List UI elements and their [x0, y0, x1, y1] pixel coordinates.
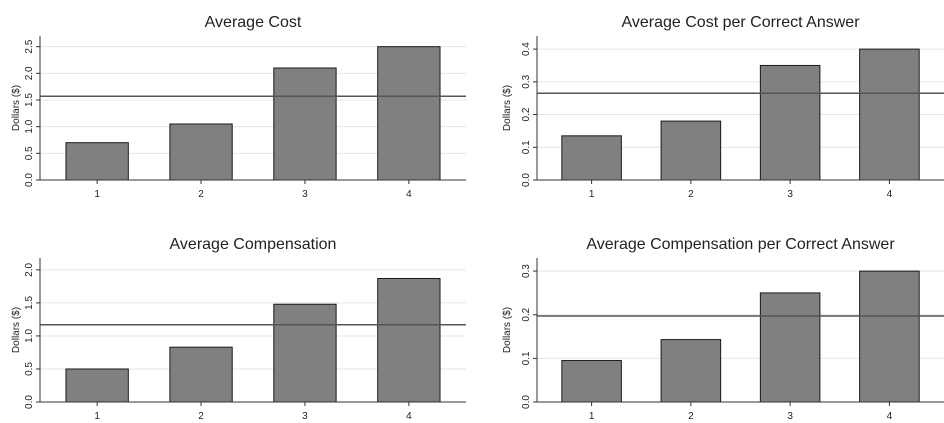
bar — [859, 48, 920, 181]
y-tick-label: 0.3 — [521, 74, 532, 88]
y-tick-label: 1.0 — [24, 119, 35, 133]
chart-title: Average Cost — [205, 14, 302, 31]
y-axis-label: Dollars ($) — [11, 307, 22, 353]
y-tick-label: 1.5 — [24, 93, 35, 107]
x-tick-label: 1 — [94, 411, 100, 422]
chart-panel-2: 0.0 0.1 0.2 0.3 0.4 1 2 3 4 Average Cost per Corr… — [502, 14, 944, 200]
bar — [561, 360, 622, 403]
x-tick-label: 2 — [198, 189, 204, 200]
x-tick-label: 3 — [302, 411, 308, 422]
x-tick-label: 3 — [787, 411, 793, 422]
y-tick-label: 0.1 — [521, 351, 532, 365]
chart-panel-4: 0.0 0.1 0.2 0.3 1 2 3 4 Average Compensation per… — [502, 236, 944, 422]
x-tick-label: 2 — [688, 189, 694, 200]
y-tick-label: 0.3 — [521, 264, 532, 278]
x-tick-label: 3 — [302, 189, 308, 200]
bar — [273, 303, 337, 403]
x-tick-label: 4 — [887, 411, 893, 422]
x-tick-label: 2 — [688, 411, 694, 422]
y-axis-label: Dollars ($) — [502, 85, 513, 131]
bar — [859, 270, 920, 403]
y-tick-label: 0.0 — [24, 395, 35, 409]
y-axis-label: Dollars ($) — [502, 307, 513, 353]
bar — [759, 292, 821, 403]
bar — [561, 135, 622, 181]
x-tick-label: 4 — [406, 411, 412, 422]
y-tick-label: 0.4 — [521, 42, 532, 56]
y-tick-label: 0.5 — [24, 362, 35, 376]
bar — [273, 67, 337, 181]
chart-panel-1: 0.0 0.5 1.0 1.5 2.0 2.5 1 2 3 4 Average Cost Dollar… — [11, 14, 466, 200]
y-tick-label: 0.0 — [521, 395, 532, 409]
chart-title: Average Compensation — [170, 236, 337, 253]
chart-title: Average Cost per Correct Answer — [621, 14, 860, 31]
bar — [169, 123, 233, 181]
x-tick-label: 2 — [198, 411, 204, 422]
bar — [65, 368, 129, 403]
x-tick-label: 1 — [589, 189, 595, 200]
y-tick-label: 0.2 — [521, 107, 532, 121]
y-tick-label: 0.0 — [521, 173, 532, 187]
x-tick-label: 4 — [406, 189, 412, 200]
y-tick-label: 1.5 — [24, 296, 35, 310]
bar — [759, 64, 821, 181]
bar — [65, 142, 129, 181]
chart-title: Average Compensation per Correct Answer — [586, 236, 895, 253]
bar — [660, 120, 722, 181]
x-tick-label: 3 — [787, 189, 793, 200]
bar — [377, 277, 441, 403]
y-tick-label: 0.1 — [521, 140, 532, 154]
y-tick-label: 1.0 — [24, 329, 35, 343]
bar — [169, 346, 233, 403]
x-tick-label: 1 — [589, 411, 595, 422]
bar — [377, 46, 441, 181]
y-tick-label: 0.2 — [521, 307, 532, 321]
y-tick-label: 0.5 — [24, 146, 35, 160]
chart-panel-3: 0.0 0.5 1.0 1.5 2.0 1 2 3 4 Average Compensation D… — [11, 236, 466, 422]
y-axis-label: Dollars ($) — [11, 85, 22, 131]
y-tick-label: 2.0 — [24, 263, 35, 277]
x-tick-label: 1 — [94, 189, 100, 200]
bar — [660, 339, 722, 403]
y-tick-label: 0.0 — [24, 173, 35, 187]
y-tick-label: 2.5 — [24, 39, 35, 53]
y-tick-label: 2.0 — [24, 66, 35, 80]
x-tick-label: 4 — [887, 189, 893, 200]
